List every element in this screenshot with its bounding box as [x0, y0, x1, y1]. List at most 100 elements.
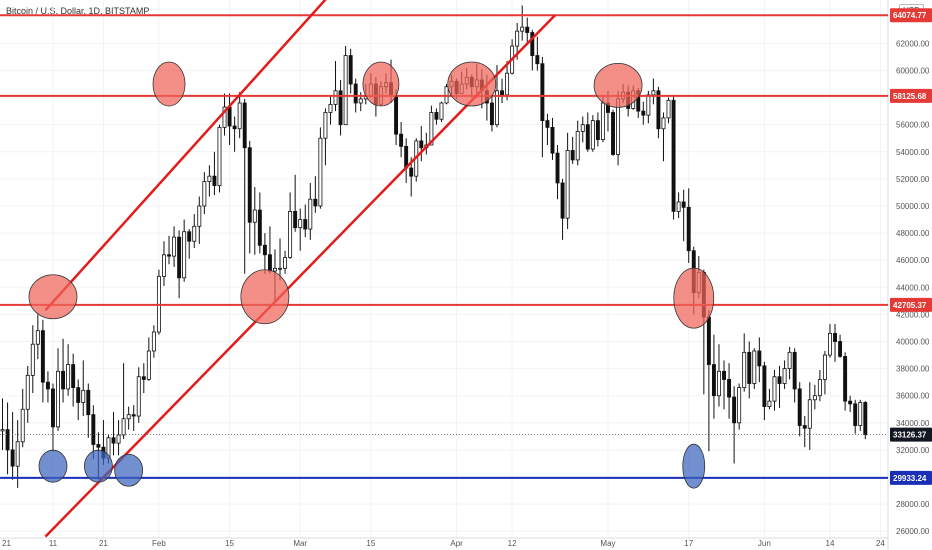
candle-body	[722, 370, 726, 380]
candle-body	[686, 206, 691, 252]
candle-body	[328, 103, 333, 113]
candle-body	[126, 414, 131, 420]
y-tick-label: 44000.00	[896, 283, 930, 292]
candle-body	[358, 98, 363, 104]
candle-body	[212, 175, 217, 187]
candle-body	[232, 125, 237, 130]
candle-body	[20, 408, 25, 443]
candle-body	[711, 364, 716, 397]
candle-body	[86, 389, 91, 416]
price-level-label-bg	[890, 297, 932, 312]
candle-body	[323, 112, 328, 139]
candle-body	[666, 99, 671, 119]
candle-body	[822, 354, 827, 380]
candle-body	[817, 379, 822, 397]
x-tick-label: 15	[225, 539, 234, 548]
candle-body	[419, 140, 424, 149]
candle-body	[565, 150, 570, 219]
candle-body	[843, 356, 848, 402]
candle-body	[202, 181, 207, 207]
price-level-label-bg	[890, 470, 932, 485]
y-tick-label: 40000.00	[896, 338, 930, 347]
candle-body	[222, 106, 227, 128]
highlight-circle-red	[447, 61, 497, 107]
candle-body	[828, 332, 832, 356]
price-level-label-bg	[890, 8, 932, 23]
candle-body	[505, 72, 510, 96]
candle-body	[338, 90, 343, 126]
candle-body	[787, 351, 792, 370]
candle-body	[530, 32, 535, 56]
candle-body	[247, 147, 252, 223]
candle-body	[590, 120, 595, 150]
candle-body	[671, 99, 676, 212]
candle-body	[45, 381, 50, 390]
x-tick-label: 14	[826, 539, 835, 548]
y-tick-label: 28000.00	[896, 500, 930, 509]
candle-body	[646, 94, 651, 116]
candle-body	[641, 110, 646, 116]
candle-body	[545, 120, 550, 128]
candle-body	[273, 267, 277, 272]
candle-body	[162, 254, 166, 277]
candle-body	[182, 231, 187, 279]
highlight-circle-blue	[682, 443, 706, 489]
candle-body	[429, 112, 434, 146]
highlight-circle-blue	[114, 453, 144, 487]
highlight-circle-red	[673, 267, 715, 329]
candle-body	[762, 365, 767, 407]
y-tick-label: 42000.00	[896, 310, 930, 319]
candle-body	[540, 63, 545, 122]
candle-body	[772, 376, 777, 402]
x-tick-label: May	[600, 539, 615, 548]
candle-body	[555, 152, 560, 184]
y-tick-label: 52000.00	[896, 175, 930, 184]
y-tick-label: 62000.00	[896, 39, 930, 48]
candle-body	[237, 102, 242, 130]
candle-body	[732, 396, 737, 424]
candle-body	[66, 364, 71, 390]
candle-body	[737, 387, 742, 424]
candle-body	[308, 198, 313, 230]
price-level-label: 64074.77	[893, 11, 927, 20]
candle-body	[35, 330, 40, 345]
candle-body	[96, 444, 101, 448]
candle-body	[611, 112, 615, 155]
candle-body	[535, 55, 540, 65]
candle-body	[838, 341, 843, 357]
candle-body	[111, 437, 116, 444]
candle-body	[0, 429, 5, 432]
candle-body	[757, 350, 762, 367]
x-tick-label: Jun	[758, 539, 771, 548]
x-tick-label: 17	[684, 539, 693, 548]
candle-body	[81, 389, 86, 403]
candle-body	[399, 133, 404, 147]
highlight-circle-red	[362, 61, 400, 107]
candle-body	[30, 343, 35, 376]
candle-body	[767, 400, 772, 407]
candle-body	[853, 403, 858, 426]
y-tick-label: 46000.00	[896, 256, 930, 265]
y-tick-label: 56000.00	[896, 121, 930, 130]
candle-body	[288, 211, 293, 258]
candle-body	[278, 267, 282, 270]
price-level-label: 58125.68	[893, 92, 927, 101]
candle-body	[313, 198, 318, 207]
candle-body	[717, 370, 721, 397]
x-tick-label-edge: 21	[2, 539, 11, 548]
last-price-label-bg	[890, 427, 932, 442]
y-tick-label: 34000.00	[896, 419, 930, 428]
candle-body	[267, 254, 272, 272]
candle-body	[595, 120, 600, 140]
candle-body	[146, 350, 151, 380]
channel-trend-line	[44, 0, 327, 312]
candle-body	[167, 254, 171, 257]
candle-body	[515, 30, 520, 47]
candle-body	[706, 316, 711, 365]
candle-body	[242, 102, 247, 149]
candle-body	[227, 106, 232, 127]
x-tick-label: 24	[876, 539, 885, 548]
candle-body	[495, 90, 499, 126]
